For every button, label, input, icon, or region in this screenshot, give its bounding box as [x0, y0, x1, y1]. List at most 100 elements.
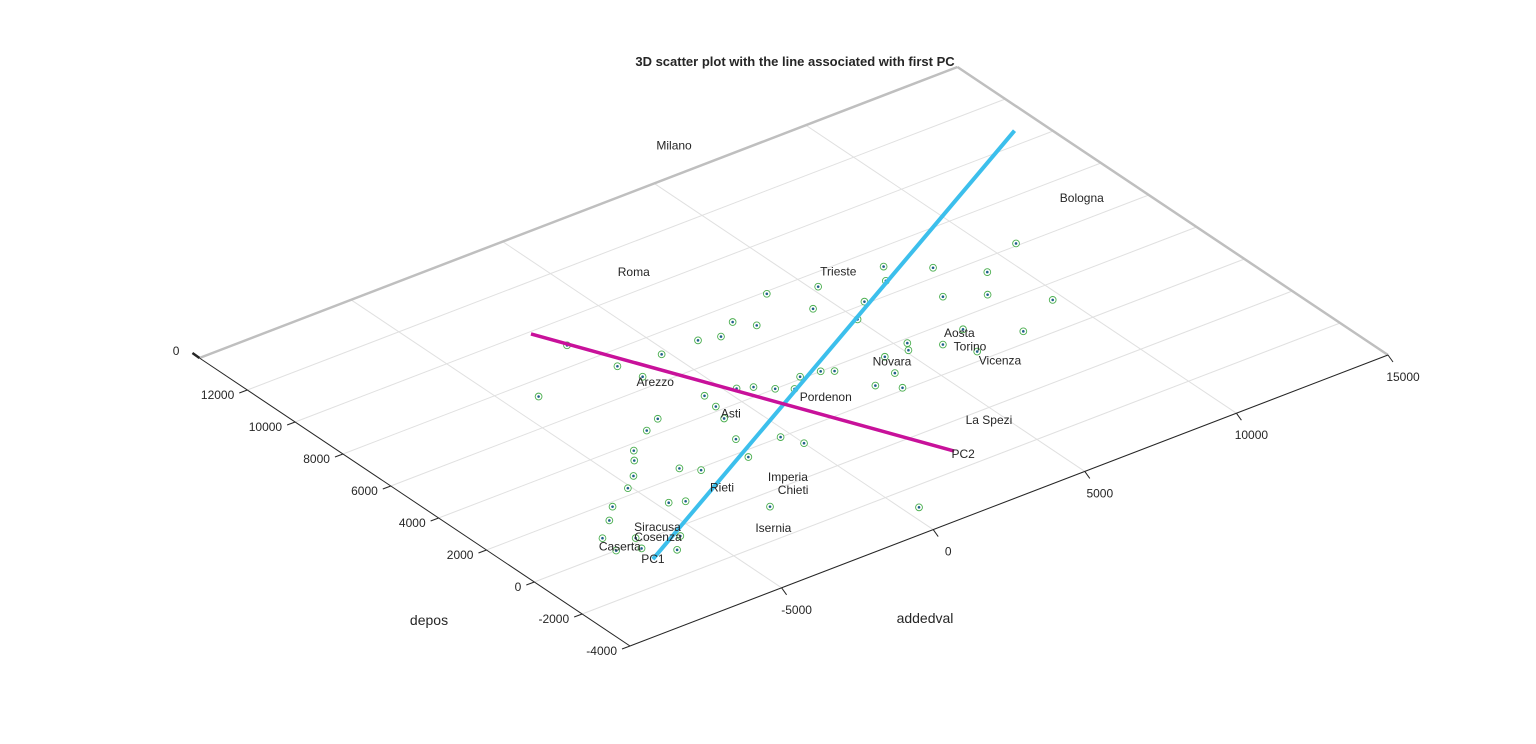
y-grid-line	[581, 322, 1341, 615]
data-point	[684, 499, 687, 503]
data-point	[731, 320, 734, 324]
y-grid-line	[294, 130, 1054, 423]
city-label: Rieti	[710, 480, 734, 494]
x-grid-line	[350, 299, 782, 589]
data-point	[616, 364, 619, 368]
y-grid-line	[247, 98, 1006, 391]
y-tick-label: 6000	[351, 484, 378, 498]
y-tick-label: 2000	[447, 548, 474, 562]
x-tick-label: 15000	[1386, 370, 1420, 384]
z-tick-label: 0	[173, 344, 180, 358]
city-label: Roma	[618, 265, 650, 279]
data-point	[640, 547, 643, 550]
y-tick-label: -2000	[538, 612, 569, 626]
data-point	[608, 519, 611, 522]
data-point	[656, 417, 660, 421]
x-tick-label: -5000	[781, 603, 812, 617]
x-grid-line	[805, 124, 1237, 414]
data-point	[768, 505, 772, 508]
data-point	[678, 467, 681, 470]
data-point	[961, 327, 965, 331]
x-axis-label: addedval	[897, 610, 954, 626]
data-point	[703, 394, 706, 398]
data-point	[752, 385, 755, 389]
pc-lines: PC1 PC2	[530, 129, 1017, 566]
data-point	[632, 474, 635, 478]
data-point	[679, 534, 682, 538]
city-label: Cosenza	[634, 530, 682, 544]
grid-lines	[247, 66, 1389, 647]
data-point	[819, 370, 822, 373]
y-grid-line	[486, 258, 1245, 551]
data-point	[611, 505, 614, 508]
data-point	[660, 353, 663, 356]
y-tick-mark	[526, 581, 535, 586]
data-point	[907, 348, 910, 352]
data-point	[941, 343, 945, 346]
data-point	[906, 341, 909, 345]
x-axis-line	[629, 354, 1389, 647]
pc1-label: PC1	[641, 552, 665, 566]
y-tick-mark	[573, 613, 583, 618]
axis-ticks: -5000 0 5000 10000 15000 -4000 -2000 0 2000 4000 6…	[173, 344, 1420, 658]
y-tick-mark	[478, 549, 487, 554]
data-point	[641, 375, 644, 379]
y-tick-label: 8000	[303, 452, 330, 466]
data-point	[802, 441, 806, 445]
data-point	[941, 295, 945, 299]
back-box-edge	[198, 65, 958, 360]
y-axis-line	[199, 357, 631, 647]
x-tick-mark	[1387, 354, 1394, 363]
x-tick-mark	[1235, 412, 1242, 421]
data-point	[986, 293, 989, 296]
data-point	[917, 506, 921, 509]
data-point	[634, 536, 637, 540]
data-point	[755, 324, 759, 327]
data-point	[601, 536, 604, 540]
data-point	[883, 355, 887, 359]
data-point	[863, 300, 866, 303]
data-point	[537, 395, 540, 398]
data-point	[714, 405, 718, 408]
data-point	[632, 459, 636, 462]
x-tick-label: 10000	[1235, 428, 1269, 442]
data-point	[675, 548, 679, 552]
city-label: Imperia	[768, 470, 808, 484]
data-point	[722, 417, 726, 420]
data-point	[931, 266, 935, 270]
right-box-edge	[956, 65, 1389, 357]
city-label: Trieste	[820, 264, 857, 278]
data-point	[816, 285, 820, 288]
data-point	[699, 468, 703, 472]
data-point	[1014, 242, 1018, 245]
data-point	[798, 375, 802, 379]
x-grid-line	[653, 182, 1086, 472]
z-axis-line	[191, 351, 201, 360]
city-label: Aosta	[944, 326, 975, 340]
data-point	[734, 437, 738, 441]
axes-box	[191, 65, 1389, 647]
data-point	[833, 369, 836, 373]
data-point	[773, 387, 777, 391]
data-point	[901, 386, 904, 390]
y-grid-line	[534, 290, 1293, 583]
y-tick-mark	[286, 421, 296, 426]
city-label: Vicenza	[979, 353, 1022, 367]
data-point	[975, 350, 979, 353]
pc2-line	[530, 332, 955, 453]
data-point	[985, 270, 989, 274]
y-tick-label: 0	[515, 580, 522, 594]
data-point	[765, 292, 769, 296]
data-point	[614, 549, 618, 552]
data-point	[747, 455, 750, 459]
city-label: Pordenon	[800, 390, 852, 404]
y-tick-label: -4000	[586, 644, 617, 658]
y-tick-label: 12000	[201, 388, 235, 402]
data-point	[645, 429, 649, 432]
city-label: Caserta	[599, 540, 641, 554]
city-label: Bologna	[1060, 191, 1104, 205]
x-tick-mark	[1084, 471, 1091, 479]
data-point	[811, 307, 815, 311]
y-tick-mark	[430, 517, 439, 522]
